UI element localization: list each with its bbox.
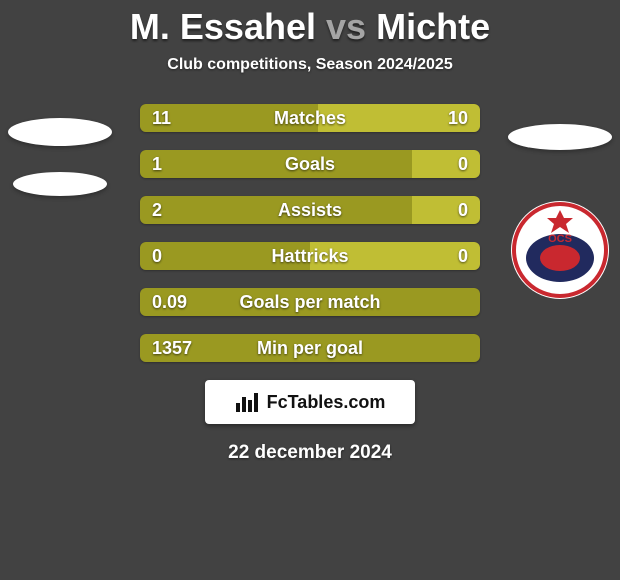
club-badge-svg: OCS bbox=[510, 200, 610, 300]
avatar-shape bbox=[8, 118, 112, 146]
avatar-placeholder bbox=[4, 104, 116, 216]
stat-bar-right bbox=[310, 242, 480, 270]
avatar-shape bbox=[13, 172, 107, 196]
stat-row: Min per goal1357 bbox=[140, 334, 480, 362]
stat-row: Matches1110 bbox=[140, 104, 480, 132]
stat-row: Assists20 bbox=[140, 196, 480, 224]
stat-bar-track bbox=[140, 150, 480, 178]
stat-bar-left bbox=[140, 196, 412, 224]
stat-bar-track bbox=[140, 334, 480, 362]
stat-bar-track bbox=[140, 288, 480, 316]
stat-bar-track bbox=[140, 104, 480, 132]
player1-name: M. Essahel bbox=[130, 6, 316, 47]
stat-bar-right bbox=[412, 196, 480, 224]
footer-brand-badge: FcTables.com bbox=[205, 380, 415, 424]
stats-area: OCS Matches1110 Goals10 Assists20 Hattricks… bbox=[0, 104, 620, 362]
stat-row: Goals per match0.09 bbox=[140, 288, 480, 316]
avatar-shape bbox=[508, 124, 612, 150]
stat-bar-left bbox=[140, 150, 412, 178]
stat-bar-left bbox=[140, 288, 480, 316]
club-badge: OCS bbox=[510, 200, 610, 300]
stat-bar-right bbox=[412, 150, 480, 178]
brand-icon bbox=[235, 391, 261, 413]
player2-name: Michte bbox=[376, 6, 490, 47]
stat-bar-left bbox=[140, 104, 318, 132]
stat-bar-left bbox=[140, 242, 310, 270]
stat-bar-left bbox=[140, 334, 480, 362]
svg-text:OCS: OCS bbox=[548, 233, 572, 245]
stat-bar-right bbox=[318, 104, 480, 132]
comparison-bars: Matches1110 Goals10 Assists20 Hattricks00 Go… bbox=[140, 104, 480, 362]
stat-row: Goals10 bbox=[140, 150, 480, 178]
vs-text: vs bbox=[326, 6, 366, 47]
subtitle: Club competitions, Season 2024/2025 bbox=[0, 56, 620, 74]
stat-bar-track bbox=[140, 242, 480, 270]
stat-row: Hattricks00 bbox=[140, 242, 480, 270]
player1-avatar bbox=[4, 104, 116, 216]
page-title: M. Essahel vs Michte bbox=[0, 0, 620, 48]
footer-brand-text: FcTables.com bbox=[267, 392, 386, 413]
date-text: 22 december 2024 bbox=[0, 442, 620, 464]
stat-bar-track bbox=[140, 196, 480, 224]
